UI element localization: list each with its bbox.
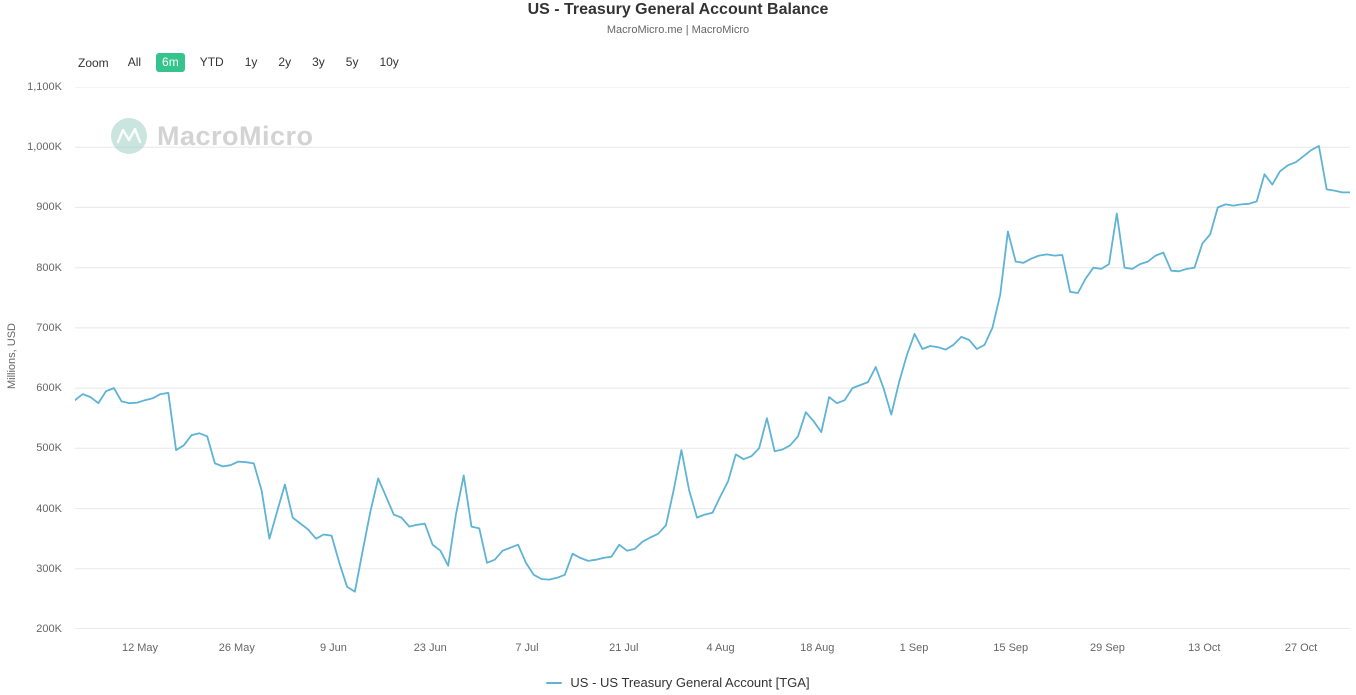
zoom-button-10y[interactable]: 10y bbox=[379, 55, 399, 69]
x-tick-label: 15 Sep bbox=[993, 642, 1029, 654]
zoom-button-5y[interactable]: 5y bbox=[345, 55, 359, 69]
zoom-button-all[interactable]: All bbox=[127, 55, 142, 69]
zoom-button-1y[interactable]: 1y bbox=[244, 55, 258, 69]
x-tick-label: 13 Oct bbox=[1188, 642, 1221, 654]
y-tick-label: 500K bbox=[36, 442, 62, 455]
legend-line-swatch bbox=[546, 681, 563, 684]
x-tick-label: 29 Sep bbox=[1090, 642, 1125, 654]
y-tick-label: 1,100K bbox=[27, 81, 62, 93]
y-tick-label: 700K bbox=[36, 321, 62, 334]
x-tick-label: 12 May bbox=[121, 642, 159, 654]
chart-subtitle: MacroMicro.me | MacroMicro bbox=[606, 24, 750, 36]
x-tick-label: 18 Aug bbox=[800, 642, 835, 654]
x-tick-label: 23 Jun bbox=[413, 642, 447, 654]
y-tick-label: 800K bbox=[36, 261, 62, 274]
y-tick-label: 200K bbox=[36, 623, 62, 635]
x-tick-label: 9 Jun bbox=[319, 642, 347, 654]
zoom-button-3y[interactable]: 3y bbox=[312, 55, 325, 69]
zoom-toolbar: Zoom All 6m YTD 1y 2y 3y 5y 10y bbox=[78, 53, 405, 72]
y-axis: 1,100K 1,000K 900K 800K 700K 600K 500K 4… bbox=[0, 81, 66, 635]
x-tick-label: 27 Oct bbox=[1284, 642, 1318, 654]
y-tick-label: 300K bbox=[36, 562, 62, 575]
y-tick-label: 600K bbox=[36, 382, 62, 395]
plot-area[interactable] bbox=[75, 87, 1350, 629]
tga-line-series[interactable] bbox=[75, 87, 1350, 629]
x-axis: 12 May 26 May 9 Jun 23 Jun 7 Jul 21 Jul … bbox=[75, 642, 1350, 658]
legend-item-tga[interactable]: US - US Treasury General Account [TGA] bbox=[546, 675, 810, 690]
chart-title: US - Treasury General Account Balance bbox=[527, 1, 829, 18]
zoom-label: Zoom bbox=[78, 55, 109, 70]
x-tick-label: 4 Aug bbox=[706, 642, 735, 654]
chart-legend: US - US Treasury General Account [TGA] bbox=[0, 675, 1356, 690]
zoom-button-2y[interactable]: 2y bbox=[278, 55, 292, 69]
x-tick-label: 21 Jul bbox=[609, 642, 639, 654]
x-tick-label: 1 Sep bbox=[899, 642, 929, 654]
legend-label: US - US Treasury General Account [TGA] bbox=[570, 675, 810, 690]
y-tick-label: 1,000K bbox=[27, 141, 62, 154]
y-tick-label: 900K bbox=[36, 201, 62, 214]
y-tick-label: 400K bbox=[36, 502, 62, 515]
zoom-button-6m[interactable]: 6m bbox=[156, 53, 185, 72]
x-tick-label: 7 Jul bbox=[515, 642, 539, 654]
x-tick-label: 26 May bbox=[218, 642, 255, 654]
zoom-button-ytd[interactable]: YTD bbox=[199, 55, 224, 69]
